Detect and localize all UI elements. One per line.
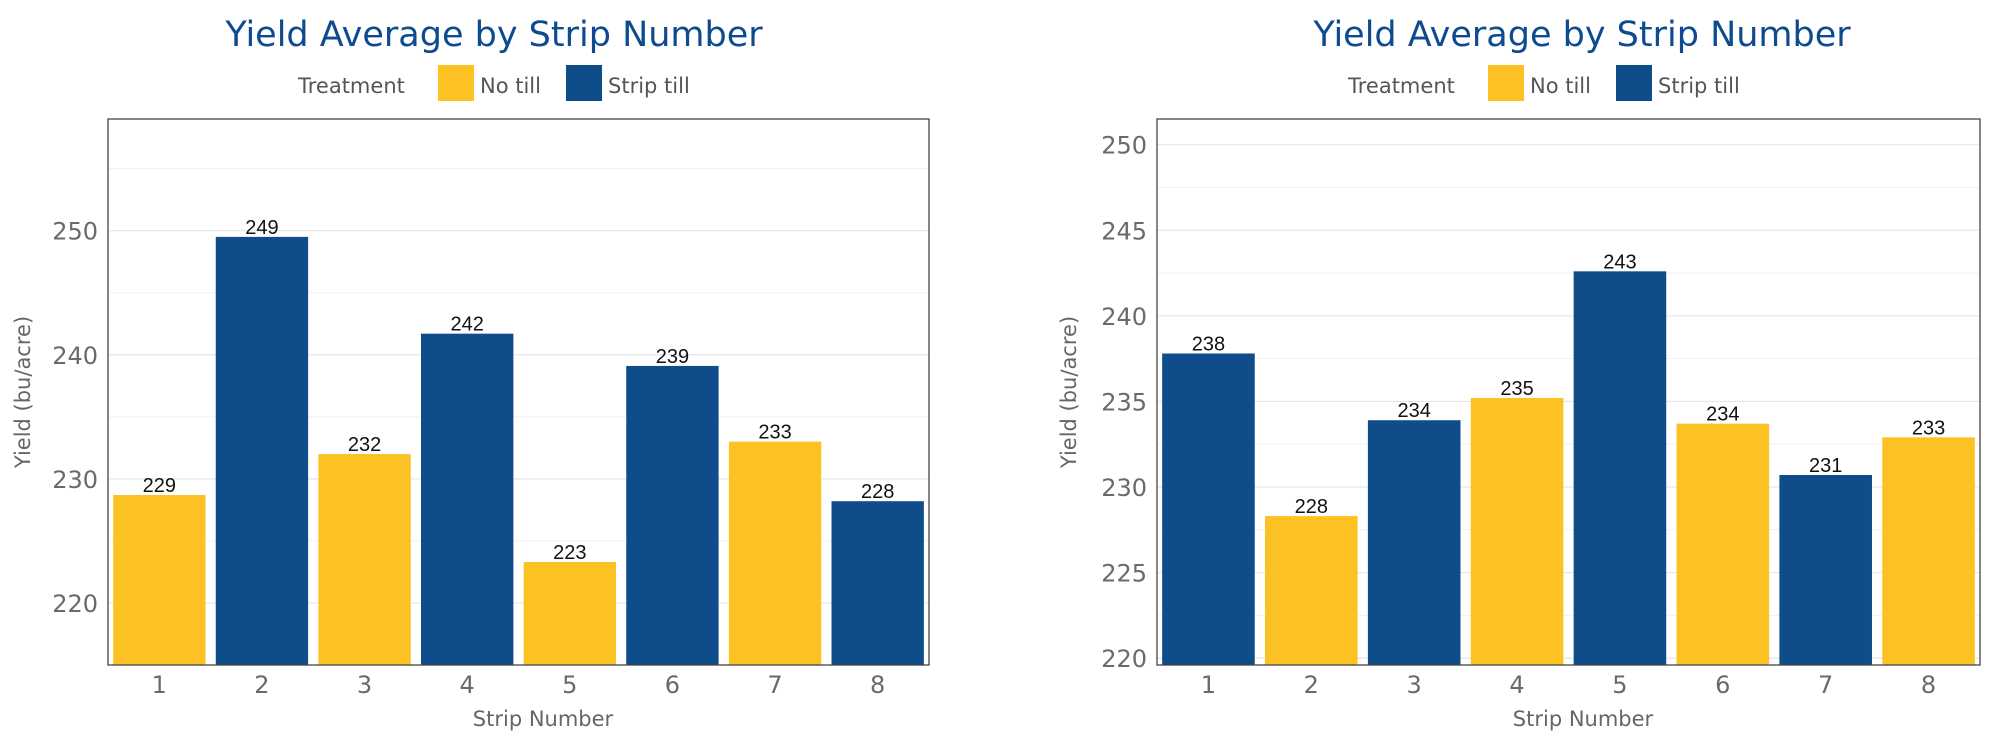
- bar-strip-2: [215, 236, 309, 666]
- legend: Treatment No till Strip till: [1347, 65, 1740, 101]
- legend-label-strip-till: Strip till: [1658, 74, 1740, 98]
- data-label-strip-5: 243: [1603, 251, 1636, 273]
- x-tick-label: 4: [1509, 671, 1524, 699]
- bars: 238 228 234 235 243 234 231 233: [1162, 251, 1975, 665]
- bar-strip-2: [1265, 516, 1358, 665]
- bar-strip-1: [113, 494, 206, 665]
- data-label-strip-6: 234: [1706, 404, 1739, 426]
- data-label-strip-8: 233: [1912, 417, 1945, 439]
- y-tick-label: 240: [1101, 303, 1147, 331]
- legend-label-no-till: No till: [1530, 74, 1591, 98]
- bar-strip-6: [626, 365, 719, 665]
- x-axis-ticks: 1 2 3 4 5 6 7 8: [1201, 671, 1936, 699]
- x-tick-label: 5: [562, 671, 577, 699]
- y-tick-label: 250: [52, 218, 98, 246]
- x-axis-ticks: 1 2 3 4 5 6 7 8: [152, 671, 886, 699]
- data-label-strip-7: 231: [1809, 455, 1842, 477]
- bar-strip-8: [831, 501, 924, 665]
- y-tick-label: 220: [52, 590, 98, 618]
- x-axis-label: Strip Number: [1513, 707, 1654, 731]
- legend-swatch-strip-till: [1616, 65, 1652, 101]
- legend-title: Treatment: [1347, 74, 1455, 98]
- bar-strip-4: [421, 333, 514, 665]
- bar-strip-3: [318, 454, 411, 665]
- legend-swatch-no-till: [1488, 65, 1524, 101]
- bars: 229 249 232 242 223 239 233 228: [113, 217, 924, 666]
- x-tick-label: 2: [1304, 671, 1319, 699]
- legend-swatch-strip-till: [566, 65, 602, 101]
- data-label-strip-4: 242: [451, 314, 484, 336]
- x-tick-label: 7: [767, 671, 782, 699]
- legend-title: Treatment: [297, 74, 405, 98]
- legend-swatch-no-till: [438, 65, 474, 101]
- y-axis-label: Yield (bu/acre): [11, 316, 35, 469]
- legend-label-strip-till: Strip till: [608, 74, 690, 98]
- data-label-strip-1: 229: [143, 475, 176, 497]
- bar-strip-5: [523, 562, 616, 665]
- y-axis-ticks: 220 225 230 235 240 245 250: [1101, 132, 1147, 673]
- chart-title: Yield Average by Strip Number: [1312, 15, 1851, 55]
- x-tick-label: 7: [1818, 671, 1833, 699]
- x-tick-label: 2: [254, 671, 269, 699]
- bar-strip-4: [1470, 397, 1564, 665]
- y-tick-label: 235: [1101, 388, 1147, 416]
- x-tick-label: 8: [1921, 671, 1936, 699]
- bar-strip-7: [1779, 475, 1872, 665]
- y-tick-label: 230: [1101, 474, 1147, 502]
- panel-border: [1156, 118, 1981, 666]
- bar-strip-1: [1162, 353, 1255, 665]
- y-tick-label: 240: [52, 342, 98, 370]
- y-tick-label: 225: [1101, 560, 1147, 588]
- x-tick-label: 6: [1715, 671, 1730, 699]
- y-tick-label: 220: [1101, 645, 1147, 673]
- data-label-strip-2: 249: [245, 217, 278, 239]
- x-tick-label: 3: [357, 671, 372, 699]
- chart-title: Yield Average by Strip Number: [224, 15, 763, 55]
- data-label-strip-6: 239: [656, 346, 689, 368]
- panel-border: [107, 118, 930, 666]
- chart-right: Yield Average by Strip Number Treatment No…: [1057, 15, 1981, 731]
- data-label-strip-1: 238: [1192, 333, 1225, 355]
- bar-strip-5: [1573, 271, 1667, 665]
- x-tick-label: 4: [460, 671, 475, 699]
- x-tick-label: 8: [870, 671, 885, 699]
- data-label-strip-3: 232: [348, 434, 381, 456]
- y-tick-label: 230: [52, 466, 98, 494]
- x-tick-label: 5: [1612, 671, 1627, 699]
- data-label-strip-8: 228: [861, 481, 894, 503]
- x-tick-label: 3: [1407, 671, 1422, 699]
- data-label-strip-2: 228: [1295, 496, 1328, 518]
- legend: Treatment No till Strip till: [297, 65, 690, 101]
- data-label-strip-5: 223: [553, 542, 586, 564]
- x-tick-label: 1: [1201, 671, 1216, 699]
- bar-strip-7: [728, 441, 822, 665]
- x-tick-label: 1: [152, 671, 167, 699]
- data-label-strip-7: 233: [758, 422, 791, 444]
- bar-strip-8: [1882, 437, 1975, 665]
- y-axis-ticks: 220 230 240 250: [52, 218, 98, 618]
- x-axis-label: Strip Number: [473, 707, 614, 731]
- bar-strip-6: [1676, 423, 1770, 665]
- data-label-strip-4: 235: [1500, 378, 1533, 400]
- x-tick-label: 6: [665, 671, 680, 699]
- y-axis-label: Yield (bu/acre): [1057, 316, 1081, 469]
- legend-label-no-till: No till: [480, 74, 541, 98]
- data-label-strip-3: 234: [1398, 400, 1431, 422]
- y-tick-label: 245: [1101, 217, 1147, 245]
- y-tick-label: 250: [1101, 132, 1147, 160]
- chart-left: Yield Average by Strip Number Treatment No…: [11, 15, 930, 731]
- bar-strip-3: [1367, 420, 1461, 665]
